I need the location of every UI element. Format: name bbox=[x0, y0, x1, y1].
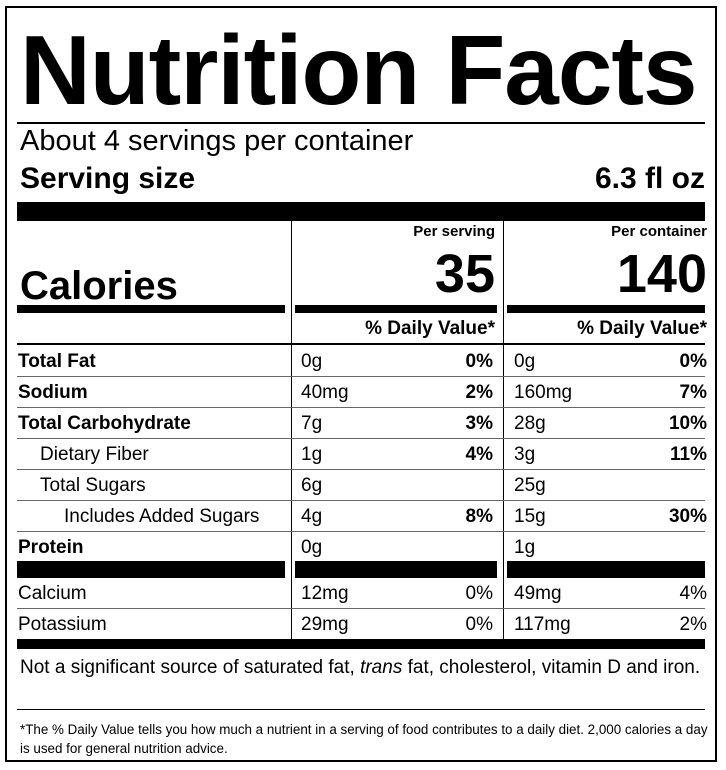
note-text-before: Not a significant source of saturated fa… bbox=[20, 657, 361, 678]
serving-daily-value: 4% bbox=[465, 444, 493, 465]
nutrient-row: Sodium 40mg 2% 160mg 7% bbox=[7, 377, 715, 408]
nutrient-name: Potassium bbox=[18, 614, 107, 635]
nutrient-name: Dietary Fiber bbox=[40, 444, 149, 465]
column-separator-container bbox=[503, 221, 504, 639]
row-divider bbox=[17, 500, 705, 501]
nutrition-facts-label: Nutrition Facts About 4 servings per con… bbox=[5, 6, 717, 762]
container-daily-value: 30% bbox=[668, 506, 707, 527]
container-amount: 49mg bbox=[514, 583, 562, 604]
label-title: Nutrition Facts bbox=[20, 15, 697, 125]
thick-divider-bottom bbox=[17, 639, 705, 649]
serving-amount: 12mg bbox=[301, 583, 349, 604]
row-divider bbox=[17, 531, 705, 532]
per-container-header: Per container bbox=[611, 223, 707, 240]
container-amount: 3g bbox=[514, 444, 536, 465]
serving-amount: 7g bbox=[301, 413, 323, 434]
serving-amount: 29mg bbox=[301, 614, 349, 635]
thick-divider-top bbox=[17, 202, 705, 221]
container-daily-value: 10% bbox=[668, 413, 707, 434]
container-amount: 0g bbox=[514, 351, 536, 372]
nutrient-name: Protein bbox=[18, 537, 84, 558]
container-daily-value: 7% bbox=[679, 382, 707, 403]
serving-daily-value: 0% bbox=[465, 351, 493, 372]
container-daily-value: 4% bbox=[679, 583, 707, 604]
row-divider bbox=[17, 438, 705, 439]
serving-amount: 40mg bbox=[301, 382, 349, 403]
note-text-after: fat, cholesterol, vitamin D and iron. bbox=[402, 657, 701, 678]
daily-value-header-serving: % Daily Value* bbox=[365, 318, 495, 339]
container-daily-value: 0% bbox=[679, 351, 707, 372]
nutrient-row: Total Fat 0g 0% 0g 0% bbox=[7, 346, 715, 377]
container-daily-value: 2% bbox=[679, 614, 707, 635]
calories-bar-container bbox=[507, 305, 705, 313]
row-divider bbox=[17, 407, 705, 408]
serving-daily-value: 3% bbox=[465, 413, 493, 434]
nutrient-row: Protein 0g 1g bbox=[7, 532, 715, 563]
nutrient-row: Dietary Fiber 1g 4% 3g 11% bbox=[7, 439, 715, 470]
serving-amount: 0g bbox=[301, 351, 323, 372]
nutrient-name: Total Fat bbox=[18, 351, 96, 372]
container-amount: 160mg bbox=[514, 382, 573, 403]
thick-divider-label bbox=[17, 561, 285, 578]
daily-value-header-container: % Daily Value* bbox=[577, 318, 707, 339]
row-divider bbox=[17, 469, 705, 470]
calories-per-container: 140 bbox=[616, 244, 707, 304]
nutrient-name: Total Carbohydrate bbox=[18, 413, 191, 434]
title-divider bbox=[17, 122, 705, 124]
mineral-row: Calcium 12mg 0% 49mg 4% bbox=[7, 578, 715, 609]
container-amount: 28g bbox=[514, 413, 546, 434]
nutrient-name: Includes Added Sugars bbox=[64, 506, 260, 527]
container-amount: 25g bbox=[514, 475, 546, 496]
serving-amount: 6g bbox=[301, 475, 323, 496]
serving-daily-value: 0% bbox=[465, 614, 493, 635]
serving-daily-value: 2% bbox=[465, 382, 493, 403]
thick-divider-serving bbox=[295, 561, 497, 578]
row-divider bbox=[17, 376, 705, 377]
serving-daily-value: 0% bbox=[465, 583, 493, 604]
calories-bar-serving bbox=[295, 305, 497, 313]
serving-daily-value: 8% bbox=[465, 506, 493, 527]
serving-size-value: 6.3 fl oz bbox=[594, 162, 705, 195]
serving-amount: 4g bbox=[301, 506, 323, 527]
container-amount: 117mg bbox=[514, 614, 571, 635]
container-amount: 1g bbox=[514, 537, 536, 558]
serving-amount: 1g bbox=[301, 444, 323, 465]
calories-label: Calories bbox=[20, 264, 178, 308]
per-serving-header: Per serving bbox=[413, 223, 495, 240]
container-amount: 15g bbox=[514, 506, 546, 527]
footnote-divider bbox=[17, 709, 705, 710]
nutrient-name: Sodium bbox=[18, 382, 88, 403]
nutrient-name: Total Sugars bbox=[40, 475, 146, 496]
calories-per-serving: 35 bbox=[434, 244, 495, 304]
nutrient-row: Total Sugars 6g 25g bbox=[7, 470, 715, 501]
nutrient-row: Total Carbohydrate 7g 3% 28g 10% bbox=[7, 408, 715, 439]
daily-value-divider bbox=[17, 343, 705, 345]
thick-divider-container bbox=[507, 561, 705, 578]
daily-value-footnote: *The % Daily Value tells you how much a … bbox=[20, 722, 708, 756]
nutrient-name: Calcium bbox=[18, 583, 87, 604]
container-daily-value: 11% bbox=[670, 444, 707, 465]
serving-size-label: Serving size bbox=[20, 162, 196, 195]
calories-bar-label bbox=[17, 305, 285, 313]
not-significant-note: Not a significant source of saturated fa… bbox=[20, 656, 710, 680]
servings-per-container: About 4 servings per container bbox=[20, 125, 414, 157]
column-separator-serving bbox=[291, 221, 292, 639]
row-divider bbox=[17, 608, 705, 609]
nutrient-row: Includes Added Sugars 4g 8% 15g 30% bbox=[7, 501, 715, 532]
mineral-row: Potassium 29mg 0% 117mg 2% bbox=[7, 609, 715, 640]
note-text-italic: trans bbox=[360, 657, 403, 678]
serving-amount: 0g bbox=[301, 537, 323, 558]
